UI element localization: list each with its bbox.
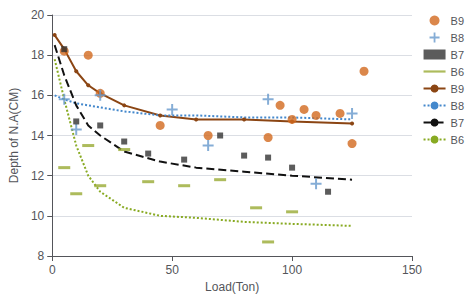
svg-text:0: 0	[49, 263, 56, 277]
svg-text:B7: B7	[451, 49, 464, 61]
svg-text:50: 50	[165, 263, 179, 277]
svg-text:Depth of N.A(CM): Depth of N.A(CM)	[7, 88, 21, 183]
svg-text:B6: B6	[451, 134, 464, 146]
svg-text:B6: B6	[451, 66, 464, 78]
svg-text:12: 12	[31, 169, 45, 183]
svg-text:20: 20	[31, 8, 45, 22]
svg-text:18: 18	[31, 48, 45, 62]
svg-text:B9: B9	[451, 15, 464, 27]
svg-text:B8: B8	[451, 100, 464, 112]
svg-text:14: 14	[31, 129, 45, 143]
svg-text:10: 10	[31, 209, 45, 223]
svg-text:B9: B9	[451, 83, 464, 95]
svg-text:100: 100	[282, 263, 302, 277]
svg-text:B8: B8	[451, 32, 464, 44]
svg-text:150: 150	[402, 263, 422, 277]
svg-text:8: 8	[38, 249, 45, 263]
svg-text:Load(Ton): Load(Ton)	[205, 280, 259, 294]
svg-text:16: 16	[31, 88, 45, 102]
svg-text:B7: B7	[451, 117, 464, 129]
